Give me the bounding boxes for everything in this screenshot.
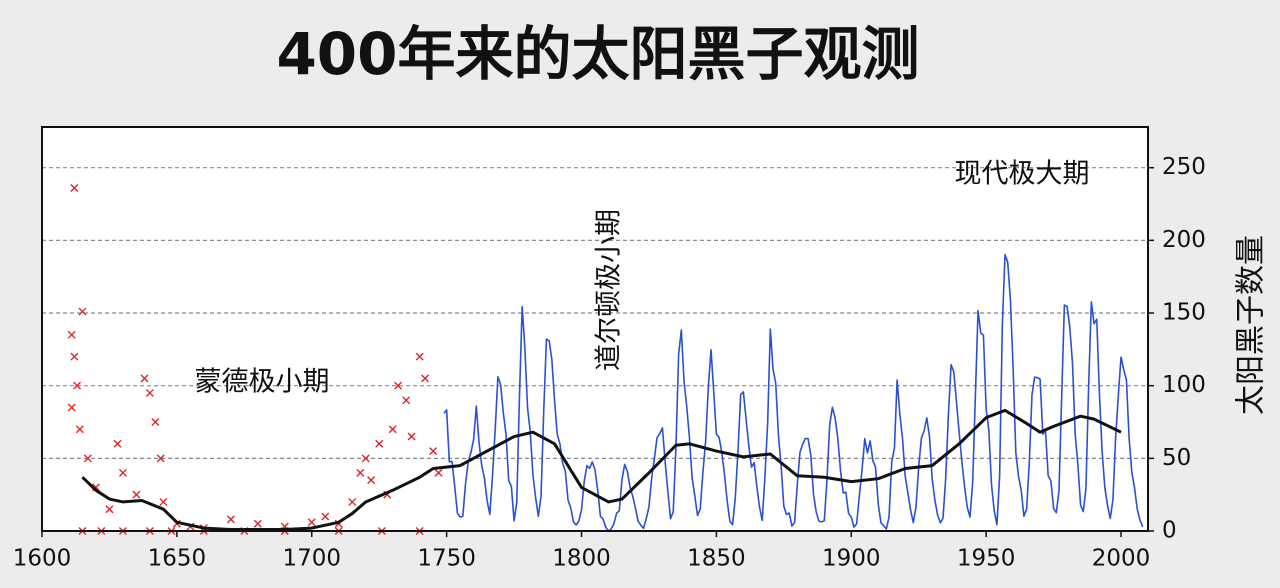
scatter-point bbox=[105, 505, 114, 514]
scatter-point bbox=[307, 518, 316, 527]
scatter-point bbox=[70, 352, 79, 361]
scatter-point bbox=[70, 184, 79, 193]
scatter-point bbox=[140, 374, 149, 383]
scatter-point bbox=[118, 468, 127, 477]
x-tick-label: 1700 bbox=[282, 546, 341, 572]
scatter-point bbox=[151, 418, 160, 427]
scatter-point bbox=[159, 497, 168, 506]
scatter-point bbox=[348, 497, 357, 506]
x-tick-label: 1800 bbox=[552, 546, 611, 572]
scatter-point bbox=[78, 307, 87, 316]
plot-area bbox=[42, 127, 1148, 531]
scatter-point bbox=[83, 454, 92, 463]
scatter-point bbox=[388, 425, 397, 434]
x-tick-label: 1900 bbox=[822, 546, 881, 572]
y-axis-label: 太阳黑子数量 bbox=[1234, 235, 1269, 415]
scatter-point bbox=[361, 454, 370, 463]
y-tick-label: 50 bbox=[1162, 445, 1191, 471]
scatter-point bbox=[394, 381, 403, 390]
scatter-point bbox=[132, 490, 141, 499]
y-tick-label: 250 bbox=[1162, 154, 1206, 180]
annotation: 现代极大期 bbox=[955, 159, 1090, 190]
scatter-point bbox=[321, 512, 330, 521]
scatter-point bbox=[429, 447, 438, 456]
scatter-point bbox=[367, 476, 376, 485]
chart-title: 400年来的太阳黑子观测 bbox=[276, 20, 919, 88]
scatter-point bbox=[402, 396, 411, 405]
y-tick-label: 0 bbox=[1162, 518, 1177, 544]
x-tick-label: 1950 bbox=[957, 546, 1016, 572]
y-tick-label: 200 bbox=[1162, 227, 1206, 253]
plot-frame bbox=[41, 126, 1149, 532]
scatter-point bbox=[145, 388, 154, 397]
annotation: 蒙德极小期 bbox=[195, 367, 330, 398]
x-tick-label: 1650 bbox=[148, 546, 207, 572]
y-tick-label: 150 bbox=[1162, 300, 1206, 326]
y-tick-label: 100 bbox=[1162, 372, 1206, 398]
annotation: 道尔顿极小期 bbox=[594, 209, 625, 371]
scatter-point bbox=[415, 352, 424, 361]
scatter-point bbox=[375, 439, 384, 448]
scatter-point bbox=[75, 425, 84, 434]
scatter-point bbox=[407, 432, 416, 441]
scatter-point bbox=[226, 515, 235, 524]
scatter-point bbox=[421, 374, 430, 383]
x-tick-label: 1750 bbox=[417, 546, 476, 572]
scatter-point bbox=[73, 381, 82, 390]
scatter-point bbox=[434, 468, 443, 477]
series-line bbox=[81, 408, 1122, 532]
scatter-point bbox=[67, 403, 76, 412]
x-tick-label: 1600 bbox=[13, 546, 72, 572]
scatter-point bbox=[253, 519, 262, 528]
scatter-point bbox=[67, 330, 76, 339]
x-tick-label: 2000 bbox=[1092, 546, 1151, 572]
series-line bbox=[443, 253, 1144, 532]
scatter-point bbox=[356, 468, 365, 477]
scatter-point bbox=[156, 454, 165, 463]
scatter-point bbox=[113, 439, 122, 448]
x-tick-label: 1850 bbox=[687, 546, 746, 572]
